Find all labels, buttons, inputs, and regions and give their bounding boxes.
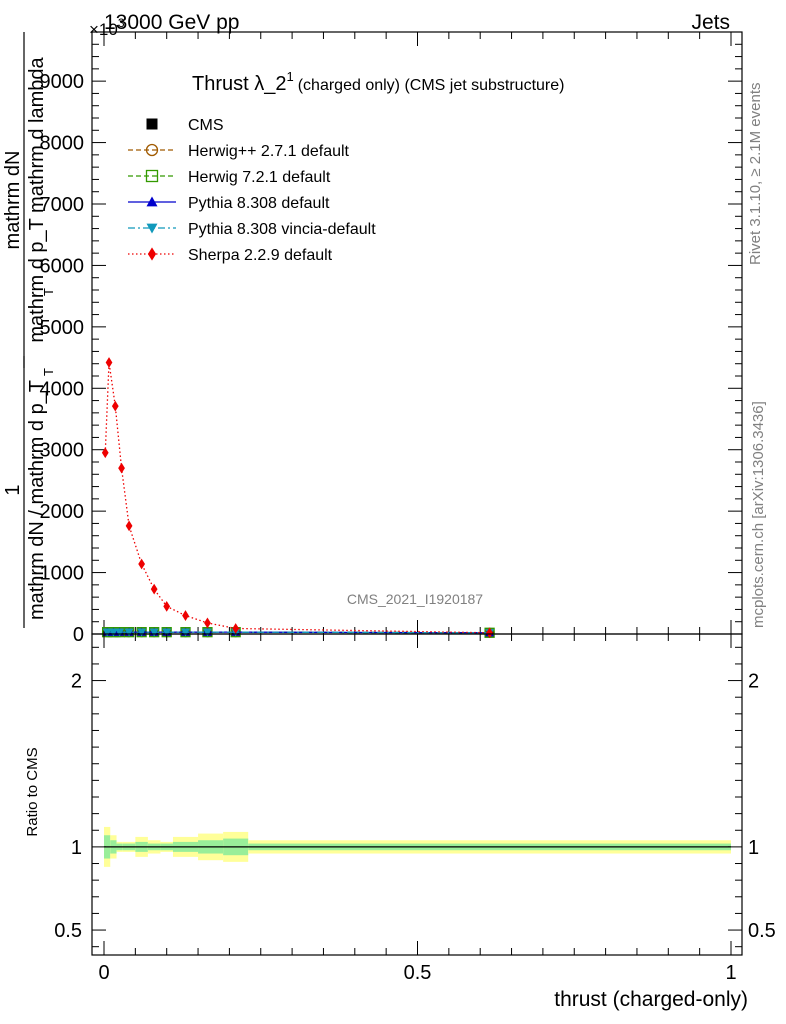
chart-title-main: Thrust λ_2 — [192, 73, 286, 95]
main-y-tick-label: 2000 — [40, 501, 85, 523]
series-5-point — [182, 610, 189, 621]
ratio-y-axis-label: Ratio to CMS — [24, 747, 41, 836]
ylabel-frac2-den-sub: T — [41, 368, 56, 376]
legend-entry-label: Pythia 8.308 default — [188, 195, 330, 212]
rivet-label: Rivet 3.1.10, ≥ 2.1M events — [747, 83, 764, 266]
series-4-point — [202, 628, 212, 637]
ratio-y-tick-label-right: 2 — [748, 671, 759, 693]
ratio-y-tick-label: 2 — [71, 671, 82, 693]
main-y-tick-label: 1000 — [40, 563, 85, 585]
legend-entry-label: CMS — [188, 117, 224, 134]
main-panel: 0 1000 2000 3000 4000 5000 6000 7000 8000 9000 — [40, 31, 743, 646]
y-exponent-label: ×103 — [89, 16, 125, 39]
series-5-point — [204, 617, 211, 629]
series-5-point — [125, 520, 133, 532]
series-4-point — [102, 628, 112, 637]
legend-marker — [145, 169, 159, 183]
ylabel-frac2-den: mathrm dN / mathrm d p_T — [26, 380, 48, 620]
chart-title: Thrust λ_21 (charged only) (CMS jet subst… — [192, 69, 564, 95]
legend-entry-label: Sherpa 2.2.9 default — [188, 247, 333, 264]
series-5-point — [150, 583, 158, 595]
series-5-point — [486, 627, 493, 639]
legend: CMS Herwig++ 2.7.1 default Herwig 7.2.1 de… — [128, 117, 376, 264]
main-y-tick-label: 8000 — [40, 133, 85, 155]
ylabel-den-sub: T — [41, 288, 56, 296]
ylabel-den: mathrm d p_T mathrm d lambda — [26, 56, 48, 342]
series-5 — [101, 357, 493, 639]
main-y-tick-label: 0 — [73, 624, 84, 646]
chart-title-sup: 1 — [286, 69, 293, 84]
legend-marker — [146, 118, 158, 130]
series-4-point — [149, 628, 159, 637]
series-5-point — [163, 600, 171, 612]
ratio-y-tick-label: 1 — [71, 837, 82, 859]
mcplots-label: mcplots.cern.ch [arXiv:1306.3436] — [750, 401, 767, 628]
ratio-y-tick-label-right: 1 — [748, 837, 759, 859]
main-y-tick-label: 7000 — [40, 194, 85, 216]
x-tick-label: 0 — [98, 962, 109, 984]
main-y-tick-label: 3000 — [40, 440, 85, 462]
legend-entry-label: Herwig 7.2.1 default — [188, 169, 331, 186]
main-y-axis-label: mathrm dN mathrm d p_T mathrm d lambda T… — [2, 32, 56, 628]
ratio-panel: 0.5 0.5 1 1 2 2 0 0.5 1 — [54, 633, 776, 984]
main-y-tick-label: 6000 — [40, 255, 85, 277]
x-axis-label: thrust (charged-only) — [554, 988, 748, 1011]
main-y-tick-label: 5000 — [40, 317, 85, 339]
series-4-point — [162, 628, 172, 637]
series-4-point — [181, 628, 191, 637]
legend-entry-label: Herwig++ 2.7.1 default — [188, 143, 350, 160]
legend-entry-label: Pythia 8.308 vincia-default — [188, 221, 376, 238]
series-line-5 — [104, 362, 490, 634]
series-4-point — [115, 628, 125, 637]
chart-title-tail: (charged only) (CMS jet substructure) — [298, 77, 565, 94]
series-5-point — [105, 357, 113, 368]
series-4-point — [108, 628, 118, 637]
series-4 — [102, 628, 495, 638]
series-4-point — [137, 628, 147, 637]
legend-marker — [145, 143, 159, 157]
series-4-point — [124, 628, 134, 637]
series-5-point — [101, 447, 109, 459]
energy-label: 13000 GeV pp — [104, 11, 239, 34]
x-tick-label: 0.5 — [404, 962, 432, 984]
legend-marker — [146, 196, 158, 207]
main-y-tick-label: 4000 — [40, 378, 85, 400]
main-y-tick-label: 9000 — [40, 71, 85, 93]
series-5-point — [118, 462, 125, 474]
series-5-point — [111, 400, 119, 412]
y-exponent-power: 3 — [118, 16, 125, 30]
legend-marker — [146, 223, 158, 234]
analysis-watermark: CMS_2021_I1920187 — [347, 591, 483, 607]
y-exponent-base: ×10 — [89, 20, 118, 39]
legend-marker — [147, 247, 157, 261]
ylabel-num: mathrm dN — [2, 151, 24, 250]
process-label: Jets — [691, 11, 730, 34]
series-5-point — [232, 623, 240, 634]
ylabel-frac2-num: 1 — [2, 484, 24, 495]
ratio-frame — [91, 633, 743, 956]
x-tick-label: 1 — [725, 962, 736, 984]
ratio-y-tick-label: 0.5 — [54, 920, 82, 942]
ratio-y-tick-label-right: 0.5 — [748, 920, 776, 942]
series-5-point — [138, 558, 145, 570]
